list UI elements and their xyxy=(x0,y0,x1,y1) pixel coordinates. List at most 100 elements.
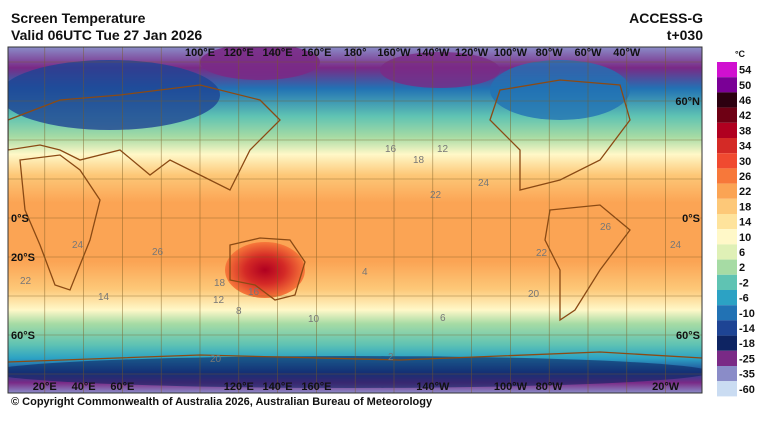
colorbar-swatch xyxy=(717,381,737,397)
lon-label: 140°E xyxy=(263,381,293,393)
colorbar-swatch xyxy=(717,366,737,382)
colorbar-label: 54 xyxy=(739,65,752,77)
contour-label: 12 xyxy=(437,144,449,155)
colorbar-label: 42 xyxy=(739,110,751,122)
contour-label: 18 xyxy=(413,155,425,166)
lon-label: 80°W xyxy=(536,47,564,59)
contour-label: 20 xyxy=(528,289,540,300)
contour-label: 20 xyxy=(210,354,222,365)
lon-label: 120°W xyxy=(455,47,489,59)
colorbar-swatch xyxy=(717,350,737,366)
colorbar-label: 10 xyxy=(739,232,751,244)
lon-label: 20°E xyxy=(33,381,57,393)
map: 16 18 12 24 26 24 22 22 18 16 12 20 14 10 6 8 2 20 24 26 22 4 xyxy=(8,47,702,393)
lon-label: 160°W xyxy=(377,47,411,59)
lon-label: 140°E xyxy=(263,47,293,59)
lat-label: 60°N xyxy=(675,96,700,108)
colorbar-label: -10 xyxy=(739,308,755,320)
cold-region xyxy=(8,60,220,130)
contour-label: 24 xyxy=(478,178,490,189)
lon-label: 180° xyxy=(344,47,367,59)
lat-label: 20°S xyxy=(11,252,35,264)
cold-region xyxy=(380,52,500,88)
contour-label: 12 xyxy=(213,295,225,306)
lead-time: t+030 xyxy=(667,27,703,43)
colorbar-swatch xyxy=(717,259,737,275)
lon-label: 100°E xyxy=(185,47,215,59)
lat-label: 0°S xyxy=(11,213,29,225)
lon-label: 160°E xyxy=(301,47,331,59)
contour-label: 6 xyxy=(440,313,446,324)
contour-label: 4 xyxy=(362,267,368,278)
colorbar-swatch xyxy=(717,62,737,78)
contour-label: 2 xyxy=(388,352,394,363)
copyright: © Copyright Commonwealth of Australia 20… xyxy=(11,396,433,408)
lon-label: 160°E xyxy=(301,381,331,393)
lon-label: 20°W xyxy=(652,381,680,393)
contour-label: 14 xyxy=(98,292,110,303)
colorbar-label: 14 xyxy=(739,217,752,229)
contour-label: 24 xyxy=(72,240,84,251)
graticule xyxy=(8,47,702,393)
lat-label: 0°S xyxy=(682,213,700,225)
colorbar-swatch xyxy=(717,168,737,184)
colorbar-swatch xyxy=(717,290,737,306)
contour-label: 22 xyxy=(430,190,442,201)
colorbar-unit: °C xyxy=(735,49,746,59)
contour-label: 22 xyxy=(20,276,32,287)
colorbar-label: 38 xyxy=(739,125,751,137)
colorbar-swatch xyxy=(717,320,737,336)
colorbar-swatch xyxy=(717,229,737,245)
lat-label: 60°S xyxy=(676,330,700,342)
contour-label: 18 xyxy=(214,278,226,289)
lon-label: 120°E xyxy=(224,381,254,393)
lon-label: 60°E xyxy=(110,381,134,393)
lon-label: 120°E xyxy=(224,47,254,59)
contour-label: 16 xyxy=(385,144,397,155)
lon-label: 80°W xyxy=(536,381,564,393)
colorbar-swatch xyxy=(717,92,737,108)
colorbar-swatch xyxy=(717,198,737,214)
colorbar-swatch xyxy=(717,153,737,169)
title: Screen Temperature xyxy=(11,10,146,26)
colorbar-label: -60 xyxy=(739,384,755,396)
lon-label: 60°W xyxy=(574,47,602,59)
colorbar-swatch xyxy=(717,122,737,138)
hot-region xyxy=(225,242,305,298)
colorbar-swatch xyxy=(717,244,737,260)
lon-label: 140°W xyxy=(416,47,450,59)
colorbar-swatch xyxy=(717,107,737,123)
cold-region xyxy=(200,47,320,80)
contour-label: 8 xyxy=(236,306,242,317)
colorbar-label: 22 xyxy=(739,186,751,198)
cold-region xyxy=(490,60,630,120)
lon-label: 40°E xyxy=(72,381,96,393)
colorbar-label: 34 xyxy=(739,141,752,153)
contour-label: 26 xyxy=(600,222,612,233)
colorbar-swatch xyxy=(717,183,737,199)
colorbar-label: 30 xyxy=(739,156,751,168)
colorbar-label: 18 xyxy=(739,201,751,213)
model: ACCESS-G xyxy=(629,10,703,26)
colorbar-swatch xyxy=(717,138,737,154)
contour-label: 22 xyxy=(536,248,548,259)
colorbar-label: -2 xyxy=(739,277,749,289)
colorbar-swatch xyxy=(717,335,737,351)
colorbar-label: -35 xyxy=(739,369,755,381)
colorbar-label: 6 xyxy=(739,247,745,259)
colorbar-label: 26 xyxy=(739,171,751,183)
colorbar-label: -18 xyxy=(739,338,755,350)
contour-label: 26 xyxy=(152,247,164,258)
colorbar-label: 46 xyxy=(739,95,751,107)
colorbar-label: -25 xyxy=(739,353,755,365)
map-border xyxy=(7,46,703,394)
colorbar-swatch xyxy=(717,77,737,93)
lon-label: 100°W xyxy=(494,381,528,393)
contour-label: 10 xyxy=(308,314,320,325)
colorbar-swatch xyxy=(717,214,737,230)
colorbar-label: 2 xyxy=(739,262,745,274)
colorbar-label: -14 xyxy=(739,323,756,335)
lon-label: 140°W xyxy=(416,381,450,393)
colorbar-label: -6 xyxy=(739,293,749,305)
